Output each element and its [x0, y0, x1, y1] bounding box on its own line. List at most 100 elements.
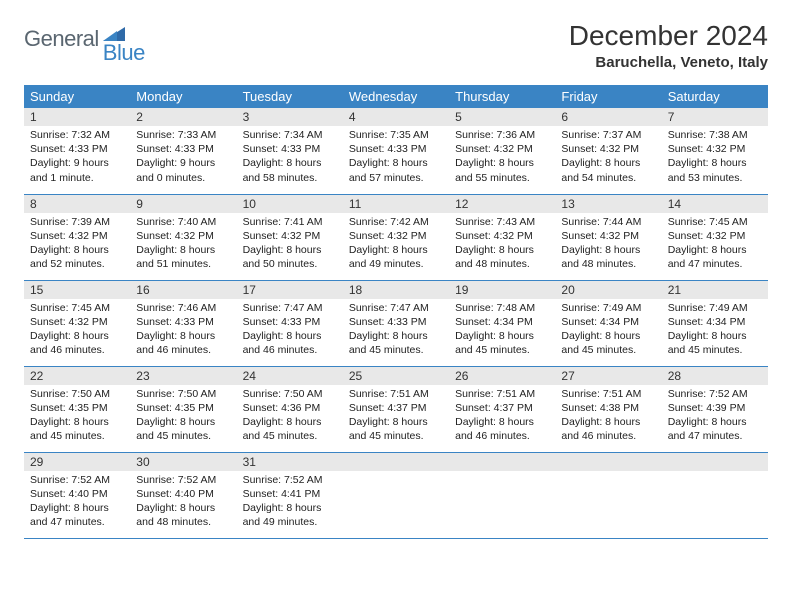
- calendar-day-cell: 9Sunrise: 7:40 AMSunset: 4:32 PMDaylight…: [130, 194, 236, 280]
- calendar-day-cell: 21Sunrise: 7:49 AMSunset: 4:34 PMDayligh…: [662, 280, 768, 366]
- day-number: 31: [237, 453, 343, 471]
- calendar-day-cell: [662, 452, 768, 538]
- day-content: Sunrise: 7:45 AMSunset: 4:32 PMDaylight:…: [662, 213, 768, 276]
- calendar-day-cell: 11Sunrise: 7:42 AMSunset: 4:32 PMDayligh…: [343, 194, 449, 280]
- day-content: Sunrise: 7:52 AMSunset: 4:40 PMDaylight:…: [24, 471, 130, 534]
- weekday-header: Wednesday: [343, 85, 449, 108]
- calendar-week-row: 29Sunrise: 7:52 AMSunset: 4:40 PMDayligh…: [24, 452, 768, 538]
- day-number: 5: [449, 108, 555, 126]
- day-content: Sunrise: 7:47 AMSunset: 4:33 PMDaylight:…: [343, 299, 449, 362]
- day-number: 15: [24, 281, 130, 299]
- day-content: Sunrise: 7:48 AMSunset: 4:34 PMDaylight:…: [449, 299, 555, 362]
- calendar-week-row: 15Sunrise: 7:45 AMSunset: 4:32 PMDayligh…: [24, 280, 768, 366]
- header: General Blue December 2024 Baruchella, V…: [24, 20, 768, 71]
- calendar-day-cell: 1Sunrise: 7:32 AMSunset: 4:33 PMDaylight…: [24, 108, 130, 194]
- day-number: [555, 453, 661, 471]
- calendar-day-cell: 26Sunrise: 7:51 AMSunset: 4:37 PMDayligh…: [449, 366, 555, 452]
- day-number: 27: [555, 367, 661, 385]
- calendar-day-cell: 2Sunrise: 7:33 AMSunset: 4:33 PMDaylight…: [130, 108, 236, 194]
- calendar-day-cell: 13Sunrise: 7:44 AMSunset: 4:32 PMDayligh…: [555, 194, 661, 280]
- day-content: Sunrise: 7:52 AMSunset: 4:39 PMDaylight:…: [662, 385, 768, 448]
- logo-text-blue: Blue: [103, 40, 145, 66]
- calendar-day-cell: 30Sunrise: 7:52 AMSunset: 4:40 PMDayligh…: [130, 452, 236, 538]
- calendar-day-cell: 8Sunrise: 7:39 AMSunset: 4:32 PMDaylight…: [24, 194, 130, 280]
- calendar-day-cell: 23Sunrise: 7:50 AMSunset: 4:35 PMDayligh…: [130, 366, 236, 452]
- day-number: 8: [24, 195, 130, 213]
- weekday-header: Tuesday: [237, 85, 343, 108]
- calendar-day-cell: 16Sunrise: 7:46 AMSunset: 4:33 PMDayligh…: [130, 280, 236, 366]
- calendar-day-cell: [555, 452, 661, 538]
- day-number: 24: [237, 367, 343, 385]
- day-number: 13: [555, 195, 661, 213]
- weekday-header-row: SundayMondayTuesdayWednesdayThursdayFrid…: [24, 85, 768, 108]
- day-number: 11: [343, 195, 449, 213]
- weekday-header: Sunday: [24, 85, 130, 108]
- day-content: Sunrise: 7:34 AMSunset: 4:33 PMDaylight:…: [237, 126, 343, 189]
- day-number: 26: [449, 367, 555, 385]
- day-content: Sunrise: 7:38 AMSunset: 4:32 PMDaylight:…: [662, 126, 768, 189]
- day-content: Sunrise: 7:35 AMSunset: 4:33 PMDaylight:…: [343, 126, 449, 189]
- day-content: Sunrise: 7:39 AMSunset: 4:32 PMDaylight:…: [24, 213, 130, 276]
- day-content: Sunrise: 7:32 AMSunset: 4:33 PMDaylight:…: [24, 126, 130, 189]
- day-content: Sunrise: 7:47 AMSunset: 4:33 PMDaylight:…: [237, 299, 343, 362]
- day-content: Sunrise: 7:45 AMSunset: 4:32 PMDaylight:…: [24, 299, 130, 362]
- calendar-day-cell: 19Sunrise: 7:48 AMSunset: 4:34 PMDayligh…: [449, 280, 555, 366]
- day-number: 18: [343, 281, 449, 299]
- calendar-day-cell: 31Sunrise: 7:52 AMSunset: 4:41 PMDayligh…: [237, 452, 343, 538]
- day-content: Sunrise: 7:42 AMSunset: 4:32 PMDaylight:…: [343, 213, 449, 276]
- day-content: Sunrise: 7:50 AMSunset: 4:36 PMDaylight:…: [237, 385, 343, 448]
- weekday-header: Saturday: [662, 85, 768, 108]
- calendar-day-cell: 5Sunrise: 7:36 AMSunset: 4:32 PMDaylight…: [449, 108, 555, 194]
- calendar-day-cell: 18Sunrise: 7:47 AMSunset: 4:33 PMDayligh…: [343, 280, 449, 366]
- day-number: 22: [24, 367, 130, 385]
- day-number: 14: [662, 195, 768, 213]
- day-content: Sunrise: 7:50 AMSunset: 4:35 PMDaylight:…: [130, 385, 236, 448]
- calendar-week-row: 8Sunrise: 7:39 AMSunset: 4:32 PMDaylight…: [24, 194, 768, 280]
- day-content: Sunrise: 7:51 AMSunset: 4:38 PMDaylight:…: [555, 385, 661, 448]
- day-number: 28: [662, 367, 768, 385]
- day-number: 21: [662, 281, 768, 299]
- calendar-day-cell: 24Sunrise: 7:50 AMSunset: 4:36 PMDayligh…: [237, 366, 343, 452]
- day-number: 10: [237, 195, 343, 213]
- day-content: Sunrise: 7:51 AMSunset: 4:37 PMDaylight:…: [343, 385, 449, 448]
- calendar-day-cell: 14Sunrise: 7:45 AMSunset: 4:32 PMDayligh…: [662, 194, 768, 280]
- calendar-day-cell: 29Sunrise: 7:52 AMSunset: 4:40 PMDayligh…: [24, 452, 130, 538]
- calendar-day-cell: 20Sunrise: 7:49 AMSunset: 4:34 PMDayligh…: [555, 280, 661, 366]
- day-content: Sunrise: 7:50 AMSunset: 4:35 PMDaylight:…: [24, 385, 130, 448]
- day-number: 7: [662, 108, 768, 126]
- calendar-day-cell: [449, 452, 555, 538]
- day-number: 3: [237, 108, 343, 126]
- day-content: Sunrise: 7:46 AMSunset: 4:33 PMDaylight:…: [130, 299, 236, 362]
- day-number: 9: [130, 195, 236, 213]
- day-content: Sunrise: 7:51 AMSunset: 4:37 PMDaylight:…: [449, 385, 555, 448]
- day-number: [662, 453, 768, 471]
- calendar-day-cell: 27Sunrise: 7:51 AMSunset: 4:38 PMDayligh…: [555, 366, 661, 452]
- day-number: 30: [130, 453, 236, 471]
- calendar-day-cell: 15Sunrise: 7:45 AMSunset: 4:32 PMDayligh…: [24, 280, 130, 366]
- day-number: 2: [130, 108, 236, 126]
- day-content: Sunrise: 7:44 AMSunset: 4:32 PMDaylight:…: [555, 213, 661, 276]
- weekday-header: Friday: [555, 85, 661, 108]
- day-number: 29: [24, 453, 130, 471]
- calendar-day-cell: [343, 452, 449, 538]
- day-content: Sunrise: 7:33 AMSunset: 4:33 PMDaylight:…: [130, 126, 236, 189]
- day-number: 19: [449, 281, 555, 299]
- day-number: 25: [343, 367, 449, 385]
- day-content: Sunrise: 7:49 AMSunset: 4:34 PMDaylight:…: [555, 299, 661, 362]
- weekday-header: Thursday: [449, 85, 555, 108]
- day-number: 20: [555, 281, 661, 299]
- calendar-day-cell: 6Sunrise: 7:37 AMSunset: 4:32 PMDaylight…: [555, 108, 661, 194]
- title-block: December 2024 Baruchella, Veneto, Italy: [569, 20, 768, 71]
- day-content: Sunrise: 7:52 AMSunset: 4:40 PMDaylight:…: [130, 471, 236, 534]
- day-content: Sunrise: 7:43 AMSunset: 4:32 PMDaylight:…: [449, 213, 555, 276]
- day-number: [449, 453, 555, 471]
- logo-text-general: General: [24, 26, 99, 52]
- day-content: Sunrise: 7:40 AMSunset: 4:32 PMDaylight:…: [130, 213, 236, 276]
- logo: General Blue: [24, 26, 167, 52]
- day-number: 23: [130, 367, 236, 385]
- calendar-day-cell: 25Sunrise: 7:51 AMSunset: 4:37 PMDayligh…: [343, 366, 449, 452]
- calendar-day-cell: 3Sunrise: 7:34 AMSunset: 4:33 PMDaylight…: [237, 108, 343, 194]
- day-content: Sunrise: 7:41 AMSunset: 4:32 PMDaylight:…: [237, 213, 343, 276]
- calendar-week-row: 22Sunrise: 7:50 AMSunset: 4:35 PMDayligh…: [24, 366, 768, 452]
- day-number: 17: [237, 281, 343, 299]
